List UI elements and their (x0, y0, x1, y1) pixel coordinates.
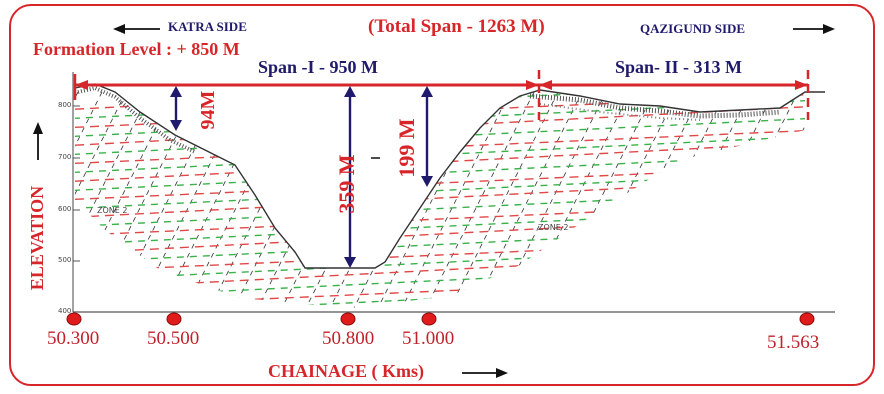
total-span-label: (Total Span - 1263 M) (368, 16, 545, 37)
span2-label: Span- II - 313 M (615, 57, 743, 77)
bedding-line-red (75, 273, 805, 308)
rock-hatching (0, 60, 884, 320)
zone-label-left: ZONE 2 (97, 206, 128, 215)
joint-line (659, 84, 791, 308)
qazigund-side-label: QAZIGUND SIDE (640, 21, 746, 36)
chainage-marker-51000 (421, 312, 437, 326)
joint-line (876, 60, 884, 320)
chainage-label-50500: 50.500 (147, 328, 200, 349)
chainage-marker-51563 (799, 312, 815, 326)
qazigund-arrow-icon (823, 24, 835, 34)
chainage-arrow-icon (496, 368, 508, 378)
bedding-line-red (75, 237, 805, 273)
bedding-line-green (75, 207, 805, 246)
joint-line (515, 84, 647, 308)
bedding-line-green (75, 153, 805, 192)
y-tick-400: 400 (58, 307, 72, 315)
katra-side-label: KATRA SIDE (168, 19, 247, 34)
depth-94-arrow-bottom (170, 120, 182, 131)
joint-line (587, 84, 719, 308)
depth-359-arrow-top (344, 86, 356, 97)
depth-199-arrow-top (421, 86, 433, 97)
joint-line (203, 84, 335, 308)
bedding-line-green (75, 135, 805, 174)
chainage-marker-50800 (340, 312, 356, 326)
bedding-line-red (75, 249, 805, 291)
joint-line (419, 84, 551, 308)
y-tick-600: 600 (58, 205, 72, 213)
joint-line (779, 84, 805, 308)
depth-359-label: 359 M (334, 154, 359, 214)
bedding-line-red (75, 201, 805, 237)
joint-line (803, 84, 805, 308)
bedding-line-red (75, 165, 805, 201)
ground-profile (74, 83, 825, 269)
chainage-label-50300: 50.300 (47, 328, 100, 349)
joint-line (731, 84, 805, 308)
y-tick-700: 700 (58, 153, 72, 161)
border-frame (9, 4, 875, 386)
formation-level-label: Formation Level : + 850 M (33, 39, 240, 59)
joint-line (443, 84, 575, 308)
bedding-line-red (75, 213, 805, 255)
joint-line (467, 84, 599, 308)
depth-359-arrow-bottom (344, 257, 356, 268)
joint-line (707, 84, 805, 308)
joint-line (83, 84, 215, 308)
chainage-label-50800: 50.800 (322, 328, 375, 349)
joint-line (75, 84, 119, 308)
joint-line (635, 84, 767, 308)
joint-line (611, 84, 743, 308)
y-tick-500: 500 (58, 256, 72, 264)
depth-199-label: 199 M (394, 118, 419, 178)
joint-line (755, 84, 805, 308)
joint-line (75, 84, 167, 308)
soil-layer-right-2 (539, 103, 701, 121)
joint-line (852, 60, 884, 320)
bedding-line-green (75, 243, 805, 282)
elevation-arrow-icon (33, 122, 43, 134)
y-ticks (73, 105, 80, 313)
bedding-line-green (75, 171, 805, 210)
joint-line (563, 84, 695, 308)
zone-label-right: ZONE 2 (538, 223, 569, 232)
span2-arrow-left (539, 80, 552, 90)
chainage-marker-50500 (166, 312, 182, 326)
chainage-label-51563: 51.563 (767, 332, 820, 353)
joint-line (828, 60, 884, 320)
bedding-line-red (75, 141, 805, 183)
katra-arrow-icon (113, 24, 125, 34)
joint-line (683, 84, 805, 308)
depth-94-label: 94M (197, 90, 219, 130)
span2-arrow-right (795, 80, 808, 90)
joint-line (0, 60, 22, 320)
span1-arrow-left (75, 80, 88, 90)
chainage-axis-label: CHAINAGE ( Kms) (268, 361, 424, 381)
bedding-line-green (75, 261, 805, 300)
depth-94-arrow-top (170, 86, 182, 97)
span1-label: Span -I - 950 M (258, 57, 379, 77)
chainage-marker-50300 (66, 312, 82, 326)
joint-line (75, 84, 143, 308)
depth-199-arrow-bottom (421, 176, 433, 187)
bedding-line-green (75, 225, 805, 264)
elevation-axis-label: ELEVATION (27, 185, 47, 291)
chainage-label-51000: 51.000 (402, 328, 455, 349)
bedding-line-green (75, 189, 805, 228)
joint-line (251, 84, 383, 308)
y-tick-800: 800 (58, 101, 72, 109)
span1-arrow-right (526, 80, 539, 90)
